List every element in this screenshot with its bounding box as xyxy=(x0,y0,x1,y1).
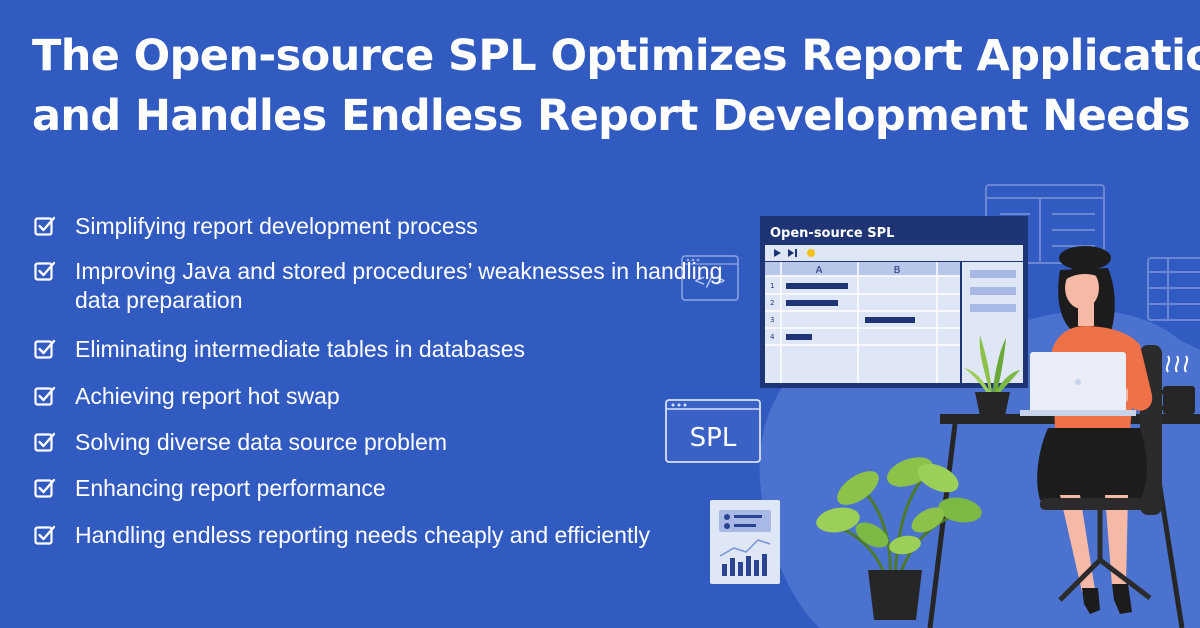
run-icon xyxy=(774,249,781,257)
spl-row-4: 4 xyxy=(770,333,775,341)
step-icon xyxy=(788,249,794,257)
feature-text: Solving diverse data source problem xyxy=(75,429,448,455)
feature-text: Simplifying report development process xyxy=(75,213,478,239)
feature-item: Solving diverse data source problem xyxy=(34,428,755,457)
title-line-2: and Handles Endless Report Development N… xyxy=(32,91,1191,141)
spl-row-2: 2 xyxy=(770,299,774,307)
spl-ide-window: Open-source SPL A B 1 2 xyxy=(760,216,1028,388)
checkbox-check-icon xyxy=(34,432,56,452)
code-icon: </> xyxy=(681,255,739,301)
checkbox-check-icon xyxy=(34,261,56,281)
spl-window-title: Open-source SPL xyxy=(770,226,894,241)
feature-item: Improving Java and stored procedures’ we… xyxy=(34,257,755,315)
faded-table-icon xyxy=(1147,257,1200,321)
spl-col-b: B xyxy=(894,265,901,276)
feature-text: Enhancing report performance xyxy=(75,475,386,501)
breakpoint-icon xyxy=(807,249,815,257)
code-icon-label: </> xyxy=(695,271,726,291)
spl-card-label: SPL xyxy=(690,423,737,453)
checkbox-check-icon xyxy=(34,339,56,359)
spl-card: SPL xyxy=(665,399,761,463)
laptop xyxy=(1020,352,1136,416)
feature-item: Enhancing report performance xyxy=(34,474,755,503)
floor-plant xyxy=(816,457,982,620)
checkbox-check-icon xyxy=(34,478,56,498)
spl-col-a: A xyxy=(816,265,823,276)
checkbox-check-icon xyxy=(34,525,56,545)
desk-plant xyxy=(964,335,1020,416)
spl-row-1: 1 xyxy=(770,282,774,290)
feature-text: Eliminating intermediate tables in datab… xyxy=(75,336,526,362)
spl-row-3: 3 xyxy=(770,316,774,324)
feature-text: Achieving report hot swap xyxy=(75,383,340,409)
feature-item: Handling endless reporting needs cheaply… xyxy=(34,521,755,550)
feature-text: Handling endless reporting needs cheaply… xyxy=(75,522,650,548)
dashboard-card-icon xyxy=(710,500,780,584)
feature-item: Eliminating intermediate tables in datab… xyxy=(34,335,755,364)
page-title: The Open-source SPL Optimizes Report App… xyxy=(32,26,1200,146)
feature-item: Simplifying report development process xyxy=(34,212,755,241)
feature-item: Achieving report hot swap xyxy=(34,382,755,411)
checkbox-check-icon xyxy=(34,216,56,236)
woman-figure xyxy=(1037,246,1162,614)
title-line-1: The Open-source SPL Optimizes Report App… xyxy=(32,31,1200,81)
feature-text: Improving Java and stored procedures’ we… xyxy=(75,258,723,313)
checkbox-check-icon xyxy=(34,386,56,406)
